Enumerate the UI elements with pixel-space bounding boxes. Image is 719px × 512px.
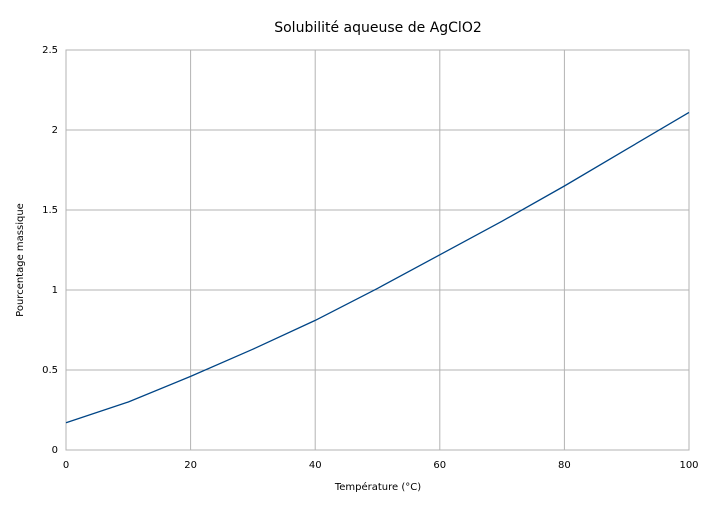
x-tick-label: 100 <box>679 460 698 471</box>
plot-frame <box>65 49 690 451</box>
y-tick-label: 0 <box>52 445 58 456</box>
chart-title: Solubilité aqueuse de AgClO2 <box>274 20 482 36</box>
x-tick-label: 0 <box>63 460 69 471</box>
y-tick-label: 1.5 <box>42 205 58 216</box>
x-tick-label: 40 <box>309 460 322 471</box>
x-axis-label: Température (°C) <box>334 481 421 493</box>
y-tick-label: 2 <box>52 125 58 136</box>
y-tick-label: 1 <box>52 285 58 296</box>
x-tick-label: 60 <box>433 460 446 471</box>
y-tick-label: 0.5 <box>42 365 58 376</box>
x-tick-label: 80 <box>558 460 571 471</box>
y-tick-label: 2.5 <box>42 45 58 56</box>
y-axis-label: Pourcentage massique <box>15 203 26 317</box>
x-tick-label: 20 <box>184 460 197 471</box>
data-line <box>65 111 690 424</box>
